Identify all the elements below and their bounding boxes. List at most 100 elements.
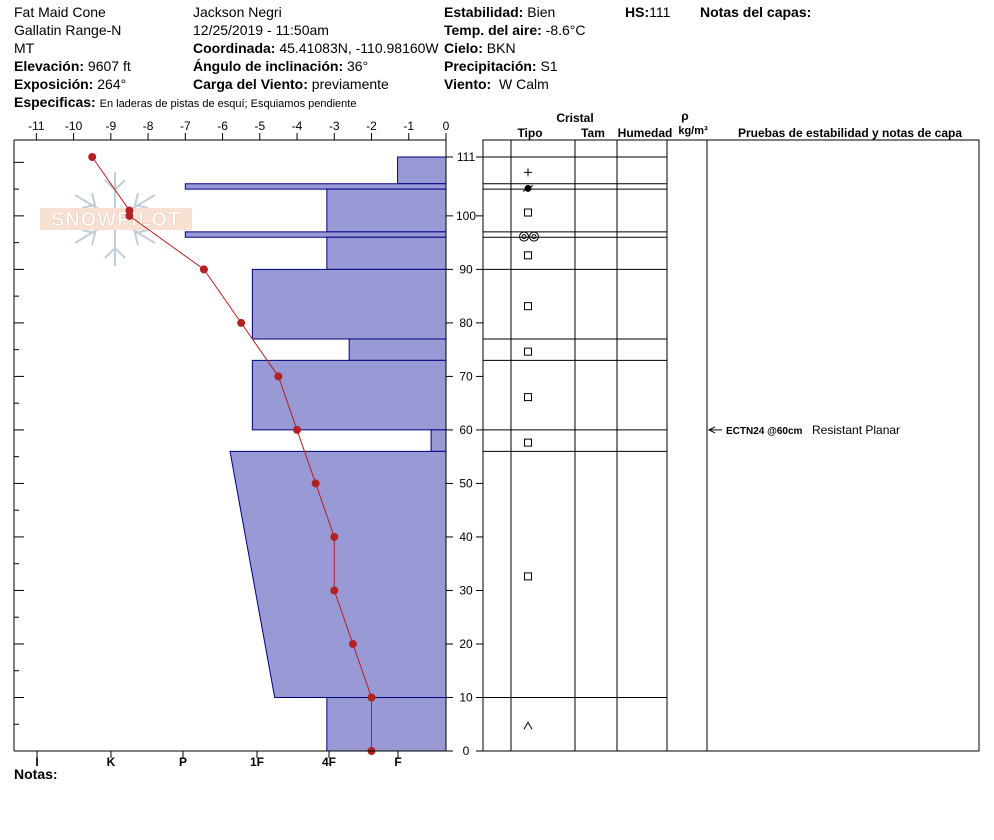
temp-point [348, 639, 357, 648]
hs-value: 111 [649, 4, 671, 20]
air-temp-value: -8.6°C [545, 22, 586, 38]
aspect-label: Exposición: [14, 76, 94, 92]
temp-point [293, 425, 302, 434]
square-icon [524, 302, 532, 311]
depth-tick-label: 10 [459, 690, 473, 704]
size-header: Tam [581, 126, 605, 140]
grain-double-circle-icon [519, 231, 539, 242]
grain-square-icon [524, 347, 532, 356]
tests-header: Pruebas de estabilidad y notas de capa [738, 126, 962, 140]
temp-ticks: -11 -10 -9 -8 -7 -6 -5 -4 -3 -2 -1 0 [28, 119, 450, 140]
range-name: Gallatin Range-N [14, 22, 122, 38]
test-note: Resistant Planar [812, 423, 900, 437]
precip-value: S1 [540, 58, 558, 74]
depth-tick-label: 30 [459, 583, 473, 597]
logo-text: SNOWPILOT [51, 209, 181, 231]
slope-label: Ángulo de inclinación: [193, 58, 344, 74]
hardness-profile [184, 156, 447, 752]
temp-tick-label: -9 [105, 119, 116, 133]
temp-tick-label: -6 [217, 119, 228, 133]
hardness-tick-label: F [394, 755, 401, 769]
aspect-value: 264° [97, 76, 127, 92]
temp-tick-label: -10 [65, 119, 83, 133]
hs-row: HS:111 [625, 3, 670, 21]
grain-square-icon [524, 393, 532, 402]
hardness-tick-label: 1F [250, 755, 264, 769]
circle-icon [531, 234, 537, 240]
grain-square-icon [524, 251, 532, 260]
depth-tick-label: 50 [459, 476, 473, 490]
hardness-bar [326, 236, 447, 270]
sky-row: Cielo: BKN [444, 39, 516, 57]
temp-point [199, 265, 208, 274]
grain-caret-icon [523, 721, 533, 730]
hardness-tick-label: 4F [322, 755, 336, 769]
wind-value: W Calm [498, 76, 549, 92]
test-code: ECTN24 @60cm [726, 426, 803, 437]
square-icon [524, 393, 532, 402]
hardness-bar [184, 231, 447, 238]
depth-tick-label: 40 [459, 530, 473, 544]
air-temp-label: Temp. del aire: [444, 22, 542, 38]
grain-square-icon [524, 572, 532, 581]
caret-icon [523, 721, 533, 730]
hardness-ticks: I K P 1F 4F F [35, 751, 402, 769]
crystal-header: Cristal [556, 111, 593, 125]
notes-label: Notas: [14, 766, 58, 782]
coordinate-value: 45.41083N, -110.98160W [279, 40, 439, 56]
coordinate-label: Coordinada: [193, 40, 276, 56]
coordinate-row: Coordinada: 45.41083N, -110.98160W [193, 39, 439, 57]
square-icon [524, 438, 532, 447]
temp-point [274, 372, 283, 381]
arrow-left-icon [707, 426, 716, 434]
left-ticks [14, 161, 24, 752]
temp-tick-label: -11 [28, 119, 45, 133]
grain-filled-dot-icon [522, 184, 534, 192]
location-name: Fat Maid Cone [14, 4, 106, 20]
square-icon [524, 347, 532, 356]
hardness-tick-label: K [107, 755, 116, 769]
temp-tick-label: -1 [403, 119, 414, 133]
square-icon [524, 572, 532, 581]
hardness-bar [184, 183, 447, 190]
temperature-profile [88, 153, 376, 755]
temp-point [125, 211, 134, 220]
layer-table-rows [483, 156, 667, 730]
temp-tick-label: -3 [329, 119, 340, 133]
temp-tick-label: -5 [254, 119, 265, 133]
grain-square-icon [524, 302, 532, 311]
temp-point [367, 693, 376, 702]
hardness-bar [251, 268, 447, 340]
layer-table-frame [482, 139, 980, 752]
temp-tick-label: -8 [143, 119, 154, 133]
square-icon [524, 208, 532, 217]
stability-tests: ECTN24 @60cm Resistant Planar [707, 423, 900, 437]
wind-label: Viento: [444, 76, 492, 92]
grain-square-icon [524, 208, 532, 217]
hardness-bar [229, 450, 447, 698]
grain-plus-icon [524, 168, 532, 177]
depth-tick-label: 80 [459, 316, 473, 330]
precip-label: Precipitación: [444, 58, 537, 74]
square-icon [524, 251, 532, 260]
elevation-value: 9607 ft [87, 58, 131, 74]
depth-tick-label: 111 [457, 150, 476, 164]
circle-icon [529, 231, 539, 242]
depth-tick-label: 0 [463, 744, 470, 758]
snowpilot-logo: SNOWPILOT [40, 172, 192, 266]
air-temp-row: Temp. del aire: -8.6°C [444, 21, 586, 39]
rho-header: ρ [681, 109, 688, 123]
slope-value: 36° [347, 58, 369, 74]
wind-load-label: Carga del Viento: [193, 76, 308, 92]
wind-load-value: previamente [311, 76, 389, 92]
observer-name: Jackson Negri [193, 4, 282, 20]
depth-tick-label: 100 [456, 209, 476, 223]
type-header: Tipo [517, 126, 542, 140]
depth-ticks: 0 10 20 30 40 50 60 70 80 90 100 111 [446, 150, 483, 758]
sky-value: BKN [486, 40, 516, 56]
depth-tick-label: 60 [459, 423, 473, 437]
elevation-label: Elevación: [14, 58, 85, 74]
temp-point [237, 318, 246, 327]
grain-square-icon [524, 438, 532, 447]
